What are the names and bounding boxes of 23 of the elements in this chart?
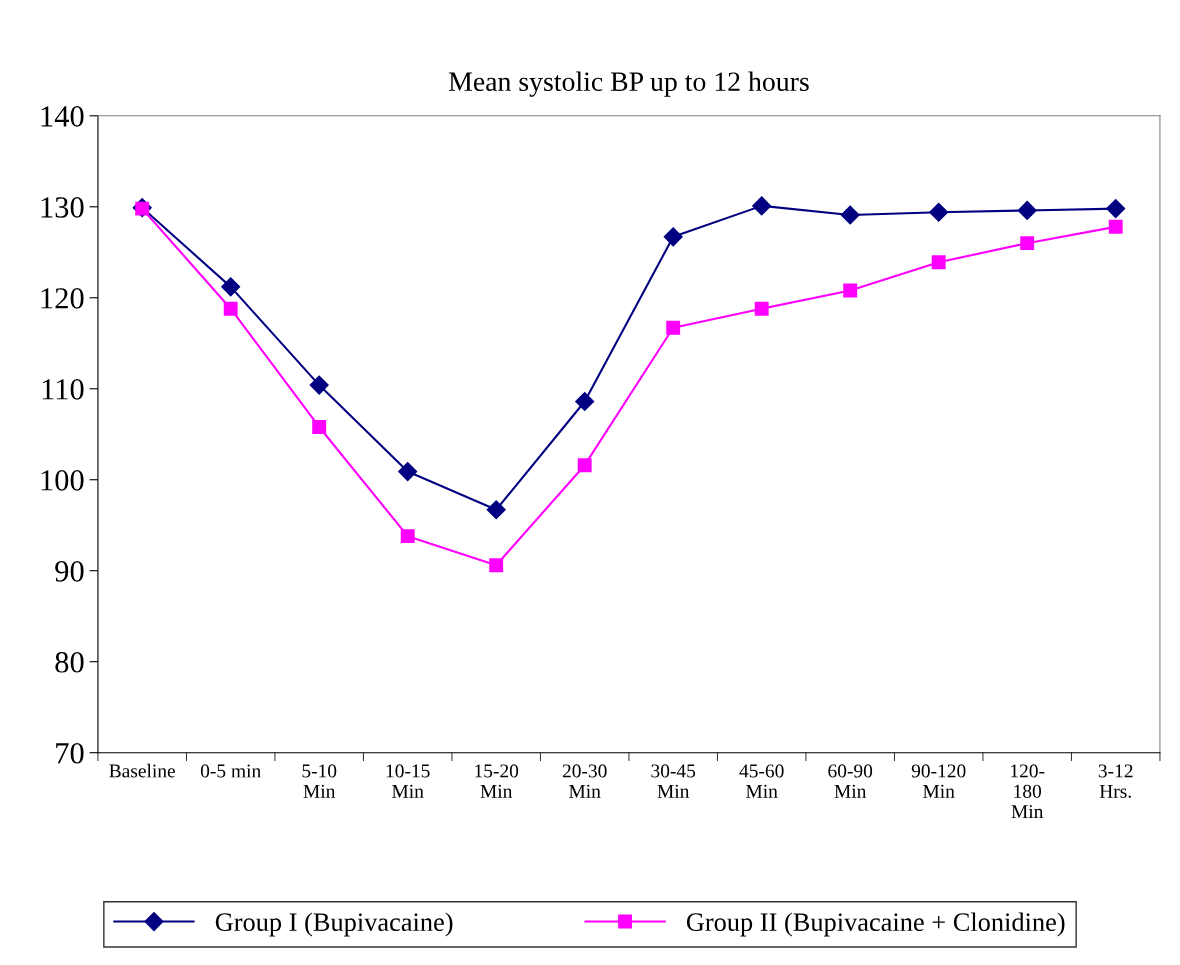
y-tick-label: 100 [41, 470, 84, 491]
legend-label: Group II (Bupivacaine + Clonidine) [686, 912, 1065, 937]
x-tick-label: 90-120 Min [911, 764, 966, 798]
y-tick-label: 130 [41, 197, 84, 218]
y-tick-label: 140 [41, 106, 84, 127]
x-tick-label: 10-15 Min [386, 764, 430, 798]
x-tick-label: 120- 180 Min [1011, 764, 1045, 818]
x-tick-label: 20-30 Min [562, 764, 607, 798]
x-tick-label: Baseline [109, 763, 175, 778]
y-tick-label: 80 [55, 652, 84, 673]
x-tick-label: 3-12 Hrs. [1098, 764, 1133, 798]
y-tick-label: 70 [56, 742, 84, 764]
chart-title: Mean systolic BP up to 12 hours [448, 71, 809, 97]
x-tick-label: 15-20 Min [475, 764, 519, 798]
y-tick-label: 120 [41, 288, 84, 309]
x-tick-label: 30-45 Min [651, 764, 696, 798]
legend-label: Group I (Bupivacaine) [215, 912, 453, 937]
y-tick-label: 110 [42, 379, 84, 400]
x-tick-label: 45-60 Min [739, 764, 784, 798]
x-tick-label: 60-90 Min [828, 764, 873, 798]
y-tick-label: 90 [55, 561, 84, 582]
x-tick-label: 5-10 Min [302, 764, 337, 798]
x-tick-label: 0-5 min [200, 764, 261, 778]
